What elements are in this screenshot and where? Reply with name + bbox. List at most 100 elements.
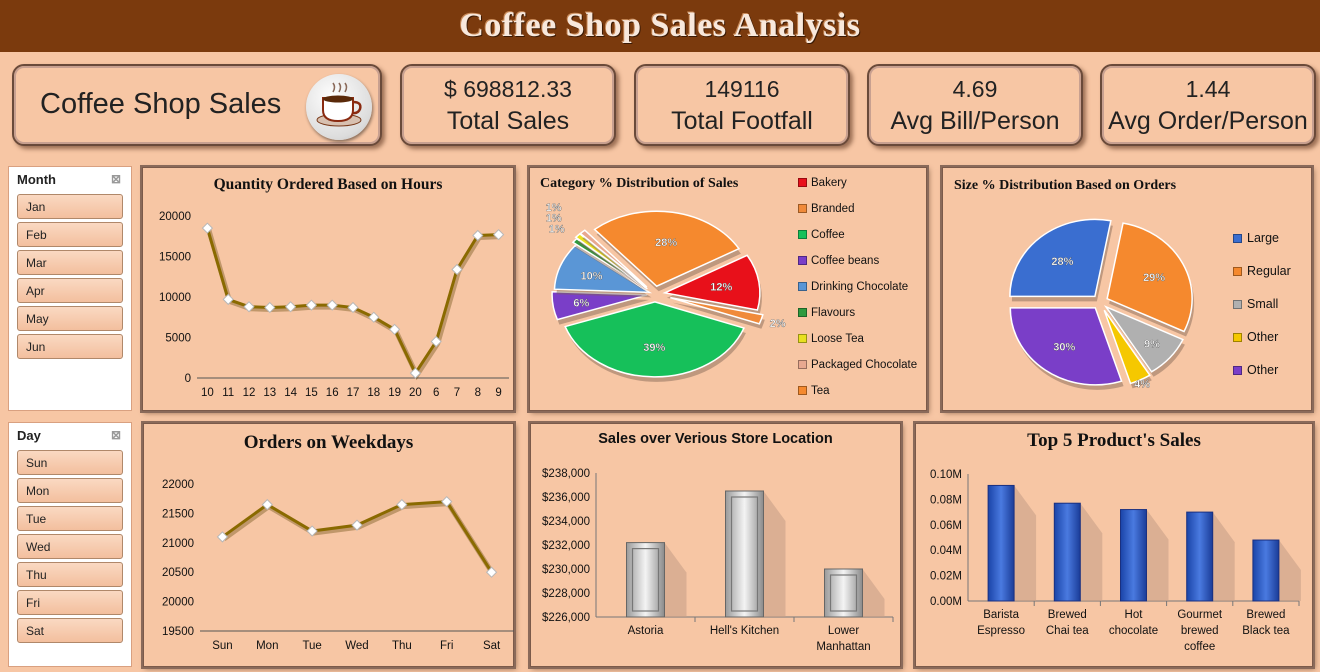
legend-item: Tea xyxy=(798,385,917,411)
pie-data-label: 1% xyxy=(546,212,562,224)
category-chart-title: Category % Distribution of Sales xyxy=(540,176,739,191)
bar-bevel xyxy=(730,496,759,612)
legend-swatch xyxy=(798,256,807,265)
day-slicer: Day ⊠ Sun Mon Tue Wed Thu Fri Sat xyxy=(8,422,132,667)
x-tick-label: 14 xyxy=(284,387,297,399)
legend-swatch xyxy=(1233,234,1242,243)
x-tick-label: brewed xyxy=(1181,625,1219,637)
avg-bill-value: 4.69 xyxy=(952,76,998,102)
x-tick-label: Sun xyxy=(212,640,232,652)
legend-swatch xyxy=(798,282,807,291)
x-tick-label: Manhattan xyxy=(816,641,870,653)
x-tick-label: Brewed xyxy=(1246,609,1285,621)
legend-swatch xyxy=(798,230,807,239)
x-tick-label: 9 xyxy=(495,387,501,399)
pie-data-label: 2% xyxy=(770,318,786,330)
size-chart-panel: Size % Distribution Based on Orders 28% 2… xyxy=(942,167,1312,411)
pie-data-label: 12% xyxy=(710,281,732,293)
slicer-item-day[interactable]: Wed xyxy=(17,534,123,559)
y-tick-label: 19500 xyxy=(162,626,194,638)
slicer-item-month[interactable]: Mar xyxy=(17,250,123,275)
category-chart-panel: Category % Distribution of Sales 12% 2% 39… xyxy=(529,167,927,411)
slicer-item-month[interactable]: Apr xyxy=(17,278,123,303)
bar-shadow xyxy=(1146,509,1169,601)
data-point xyxy=(351,519,363,531)
legend-swatch xyxy=(798,178,807,187)
slicer-item-day[interactable]: Sat xyxy=(17,618,123,643)
legend-item: Other xyxy=(1233,363,1291,396)
coffee-cup-icon xyxy=(306,74,372,140)
legend-label: Bakery xyxy=(811,177,847,189)
slicer-item-day[interactable]: Fri xyxy=(17,590,123,615)
x-tick-label: 12 xyxy=(243,387,256,399)
products-chart-panel: Top 5 Product's Sales 0.10M 0.08M 0.06M 0.0… xyxy=(915,423,1313,667)
data-point xyxy=(284,301,297,313)
pie-slice xyxy=(1106,222,1193,333)
legend-label: Other xyxy=(1247,363,1279,377)
y-tick-label: 0.06M xyxy=(930,520,962,532)
store-chart-panel: Sales over Verious Store Location $238,0… xyxy=(530,423,901,667)
pie-data-label: 28% xyxy=(1051,256,1073,268)
legend-swatch xyxy=(798,386,807,395)
bar-bevel xyxy=(631,547,660,612)
series-line-shadow xyxy=(206,229,501,381)
legend-label: Coffee xyxy=(811,229,845,241)
y-tick-label: 0.02M xyxy=(930,571,962,583)
legend-item: Coffee beans xyxy=(798,255,917,281)
pie-slice-shadow xyxy=(582,235,649,293)
month-slicer: Month ⊠ Jan Feb Mar Apr May Jun xyxy=(8,166,132,411)
legend-item: Flavours xyxy=(798,307,917,333)
x-tick-label: Brewed xyxy=(1048,609,1087,621)
pie-slice xyxy=(579,229,648,288)
hours-line-chart: 20000 15000 10000 5000 0 10 11 12 13 14 15 16 17 18 19… xyxy=(159,211,509,399)
y-tick-label: $234,000 xyxy=(542,516,590,528)
x-tick-label: 13 xyxy=(263,387,276,399)
x-tick-label: Black tea xyxy=(1242,625,1290,637)
bar-shadow xyxy=(1278,540,1301,601)
weekdays-line-chart: 22000 21500 21000 20500 20000 19500 Sun Mon Tue W… xyxy=(162,479,514,652)
legend-label: Small xyxy=(1247,297,1279,311)
kpi-coffee-shop-sales: Coffee Shop Sales xyxy=(12,64,382,146)
legend-swatch xyxy=(1233,267,1242,276)
legend-label: Large xyxy=(1247,231,1279,245)
legend-swatch xyxy=(798,360,807,369)
slicer-item-day[interactable]: Tue xyxy=(17,506,123,531)
day-slicer-title: Day xyxy=(17,428,41,443)
slicer-item-month[interactable]: May xyxy=(17,306,123,331)
pie-slice xyxy=(1103,305,1184,373)
slicer-item-day[interactable]: Sun xyxy=(17,450,123,475)
kpi-total-sales: $ 698812.33 Total Sales xyxy=(400,64,616,146)
legend-swatch xyxy=(798,334,807,343)
x-tick-label: coffee xyxy=(1184,641,1215,653)
data-point xyxy=(306,525,318,537)
x-tick-label: Sat xyxy=(483,640,501,652)
slicer-item-month[interactable]: Jan xyxy=(17,194,123,219)
y-tick-label: $238,000 xyxy=(542,468,590,480)
pie-data-label: 29% xyxy=(1143,272,1165,284)
legend-item: Large xyxy=(1233,231,1291,264)
clear-filter-icon[interactable]: ⊠ xyxy=(110,172,121,186)
x-tick-label: 20 xyxy=(409,387,422,399)
y-tick-label: $232,000 xyxy=(542,540,590,552)
y-tick-label: 20500 xyxy=(162,567,194,579)
data-point xyxy=(388,323,401,336)
slicer-item-month[interactable]: Feb xyxy=(17,222,123,247)
pie-data-label: 28% xyxy=(655,237,677,249)
data-point xyxy=(326,299,338,311)
slicer-item-month[interactable]: Jun xyxy=(17,334,123,359)
clear-filter-icon[interactable]: ⊠ xyxy=(110,428,121,442)
products-chart-title: Top 5 Product's Sales xyxy=(1027,430,1201,451)
pie-slice xyxy=(1103,309,1151,385)
y-tick-label: $230,000 xyxy=(542,564,590,576)
slicer-item-day[interactable]: Mon xyxy=(17,478,123,503)
data-point xyxy=(222,293,234,306)
bar xyxy=(1120,509,1147,602)
pie-slice xyxy=(551,291,648,321)
pie-slice-shadow xyxy=(577,238,649,293)
kpi-total-footfall: 149116 Total Footfall xyxy=(634,64,850,146)
x-tick-label: 15 xyxy=(305,387,318,399)
bar-bevel xyxy=(829,574,858,612)
y-tick-label: 10000 xyxy=(159,292,191,304)
legend-item: Small xyxy=(1233,297,1291,330)
slicer-item-day[interactable]: Thu xyxy=(17,562,123,587)
